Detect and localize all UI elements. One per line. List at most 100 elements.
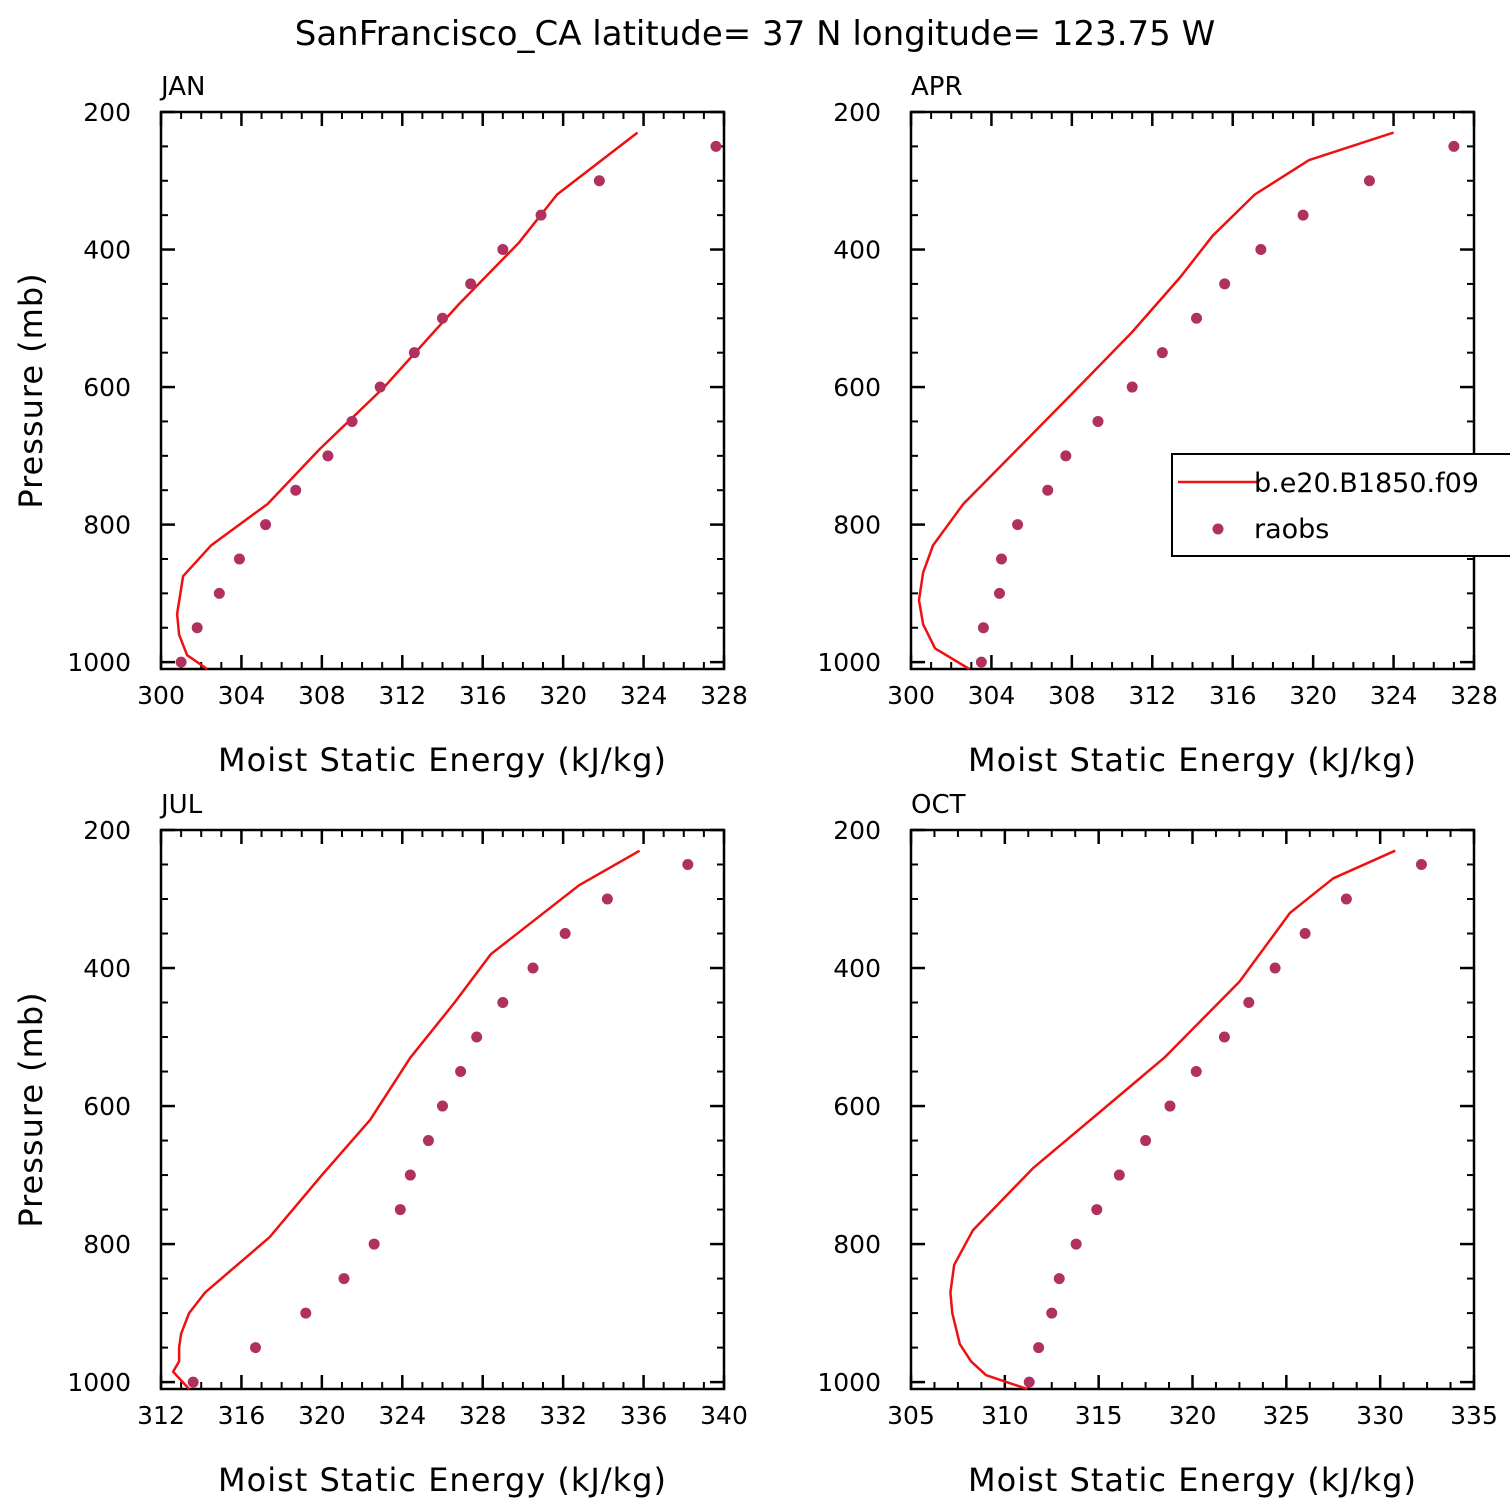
obs-point: [1113, 1169, 1125, 1181]
y-tick-label: 800: [83, 1230, 131, 1259]
x-axis-label: Moist Static Energy (kJ/kg): [968, 1461, 1417, 1499]
y-tick-label: 800: [833, 1230, 881, 1259]
obs-point: [187, 1376, 199, 1388]
obs-point: [374, 381, 386, 393]
obs-point: [1042, 484, 1054, 496]
x-tick-label: 304: [968, 681, 1016, 710]
y-tick-label: 600: [83, 1092, 131, 1121]
x-tick-label: 328: [700, 681, 748, 710]
x-tick-label: 310: [981, 1401, 1029, 1430]
y-tick-label: 400: [833, 954, 881, 983]
y-tick-label: 1000: [67, 648, 131, 677]
obs-point: [1060, 450, 1072, 462]
panel-title: JUL: [159, 790, 203, 820]
obs-point: [1070, 1238, 1082, 1250]
obs-point: [682, 859, 694, 871]
y-tick-label: 600: [833, 1092, 881, 1121]
legend: b.e20.B1850.f09 raobs: [1171, 453, 1510, 557]
obs-point: [338, 1273, 350, 1285]
plot-frame: [909, 110, 1476, 671]
panel-title: OCT: [911, 790, 966, 820]
obs-point: [1046, 1307, 1058, 1319]
x-tick-label: 320: [539, 681, 587, 710]
plot-frame: [159, 110, 726, 671]
obs-point: [1299, 928, 1311, 940]
y-tick-label: 200: [833, 816, 881, 845]
x-tick-label: 312: [1128, 681, 1176, 710]
y-tick-label: 1000: [67, 1368, 131, 1397]
x-tick-label: 308: [298, 681, 346, 710]
x-tick-label: 328: [459, 1401, 507, 1430]
x-tick-label: 316: [459, 681, 507, 710]
y-tick-label: 1000: [817, 1368, 881, 1397]
obs-point: [1126, 381, 1138, 393]
obs-point: [1156, 347, 1168, 359]
obs-point: [408, 347, 420, 359]
obs-point: [1448, 140, 1460, 152]
obs-point: [1092, 415, 1104, 427]
panel-jul: JUL 312 316 320 324 328 332 336 340 200 400 600 800 1…: [12, 790, 748, 1499]
obs-point: [1297, 209, 1309, 221]
legend-label-obs: raobs: [1254, 514, 1329, 545]
obs-point: [1340, 893, 1352, 905]
y-tick-label: 800: [833, 511, 881, 540]
obs-point: [1164, 1100, 1176, 1112]
y-axis-label: Pressure (mb): [12, 991, 50, 1227]
panel-title: APR: [911, 72, 963, 102]
y-tick-label: 600: [833, 373, 881, 402]
panel-jan: JAN 300 304 308 312 316 320 324 328 200 400 600 800 1…: [12, 72, 748, 779]
obs-point: [465, 278, 477, 290]
y-axis-label: Pressure (mb): [12, 272, 50, 508]
obs-point: [260, 519, 272, 531]
obs-point: [710, 140, 722, 152]
obs-point: [1033, 1342, 1045, 1354]
x-tick-label: 320: [298, 1401, 346, 1430]
obs-point: [497, 244, 509, 256]
obs-point: [601, 893, 613, 905]
x-tick-label: 308: [1048, 681, 1096, 710]
obs-point: [975, 656, 987, 668]
obs-point: [300, 1307, 312, 1319]
obs-point: [1218, 1031, 1230, 1043]
x-tick-label: 335: [1450, 1401, 1498, 1430]
x-tick-label: 336: [620, 1401, 668, 1430]
series-line-model: [171, 849, 641, 1390]
y-tick-label: 200: [833, 98, 881, 127]
obs-point: [1243, 997, 1255, 1009]
x-tick-label: 330: [1356, 1401, 1404, 1430]
obs-point: [1219, 278, 1231, 290]
obs-point: [437, 1100, 448, 1112]
x-axis-label: Moist Static Energy (kJ/kg): [218, 1461, 667, 1499]
obs-point: [1191, 312, 1203, 324]
obs-point: [1012, 519, 1024, 531]
x-tick-label: 316: [1209, 681, 1257, 710]
obs-point: [437, 312, 448, 324]
obs-point: [527, 962, 539, 974]
x-tick-label: 324: [378, 1401, 426, 1430]
plot-frame: [909, 828, 1476, 1391]
y-tick-label: 1000: [817, 648, 881, 677]
x-tick-label: 320: [1289, 681, 1337, 710]
series-line-model: [175, 131, 639, 671]
obs-point: [1363, 175, 1375, 187]
obs-point: [404, 1169, 416, 1181]
legend-box: [1171, 453, 1510, 557]
obs-point: [1255, 244, 1267, 256]
x-axis-label: Moist Static Energy (kJ/kg): [218, 741, 667, 779]
x-tick-label: 312: [378, 681, 426, 710]
x-tick-label: 300: [137, 681, 185, 710]
obs-point: [346, 415, 358, 427]
obs-point: [593, 175, 605, 187]
figure-title: SanFrancisco_CA latitude= 37 N longitude…: [295, 14, 1216, 54]
x-axis-label: Moist Static Energy (kJ/kg): [968, 741, 1417, 779]
panel-oct: OCT 305 310 315 320 325 330 335 200 400 600 800 1000…: [817, 790, 1497, 1499]
x-tick-label: 332: [539, 1401, 587, 1430]
obs-point: [1269, 962, 1281, 974]
obs-point: [1023, 1376, 1035, 1388]
x-tick-label: 315: [1075, 1401, 1123, 1430]
obs-point: [471, 1031, 483, 1043]
obs-point: [977, 622, 989, 634]
obs-point: [368, 1238, 380, 1250]
x-tick-label: 304: [218, 681, 266, 710]
legend-marker-swatch: [1212, 523, 1224, 535]
